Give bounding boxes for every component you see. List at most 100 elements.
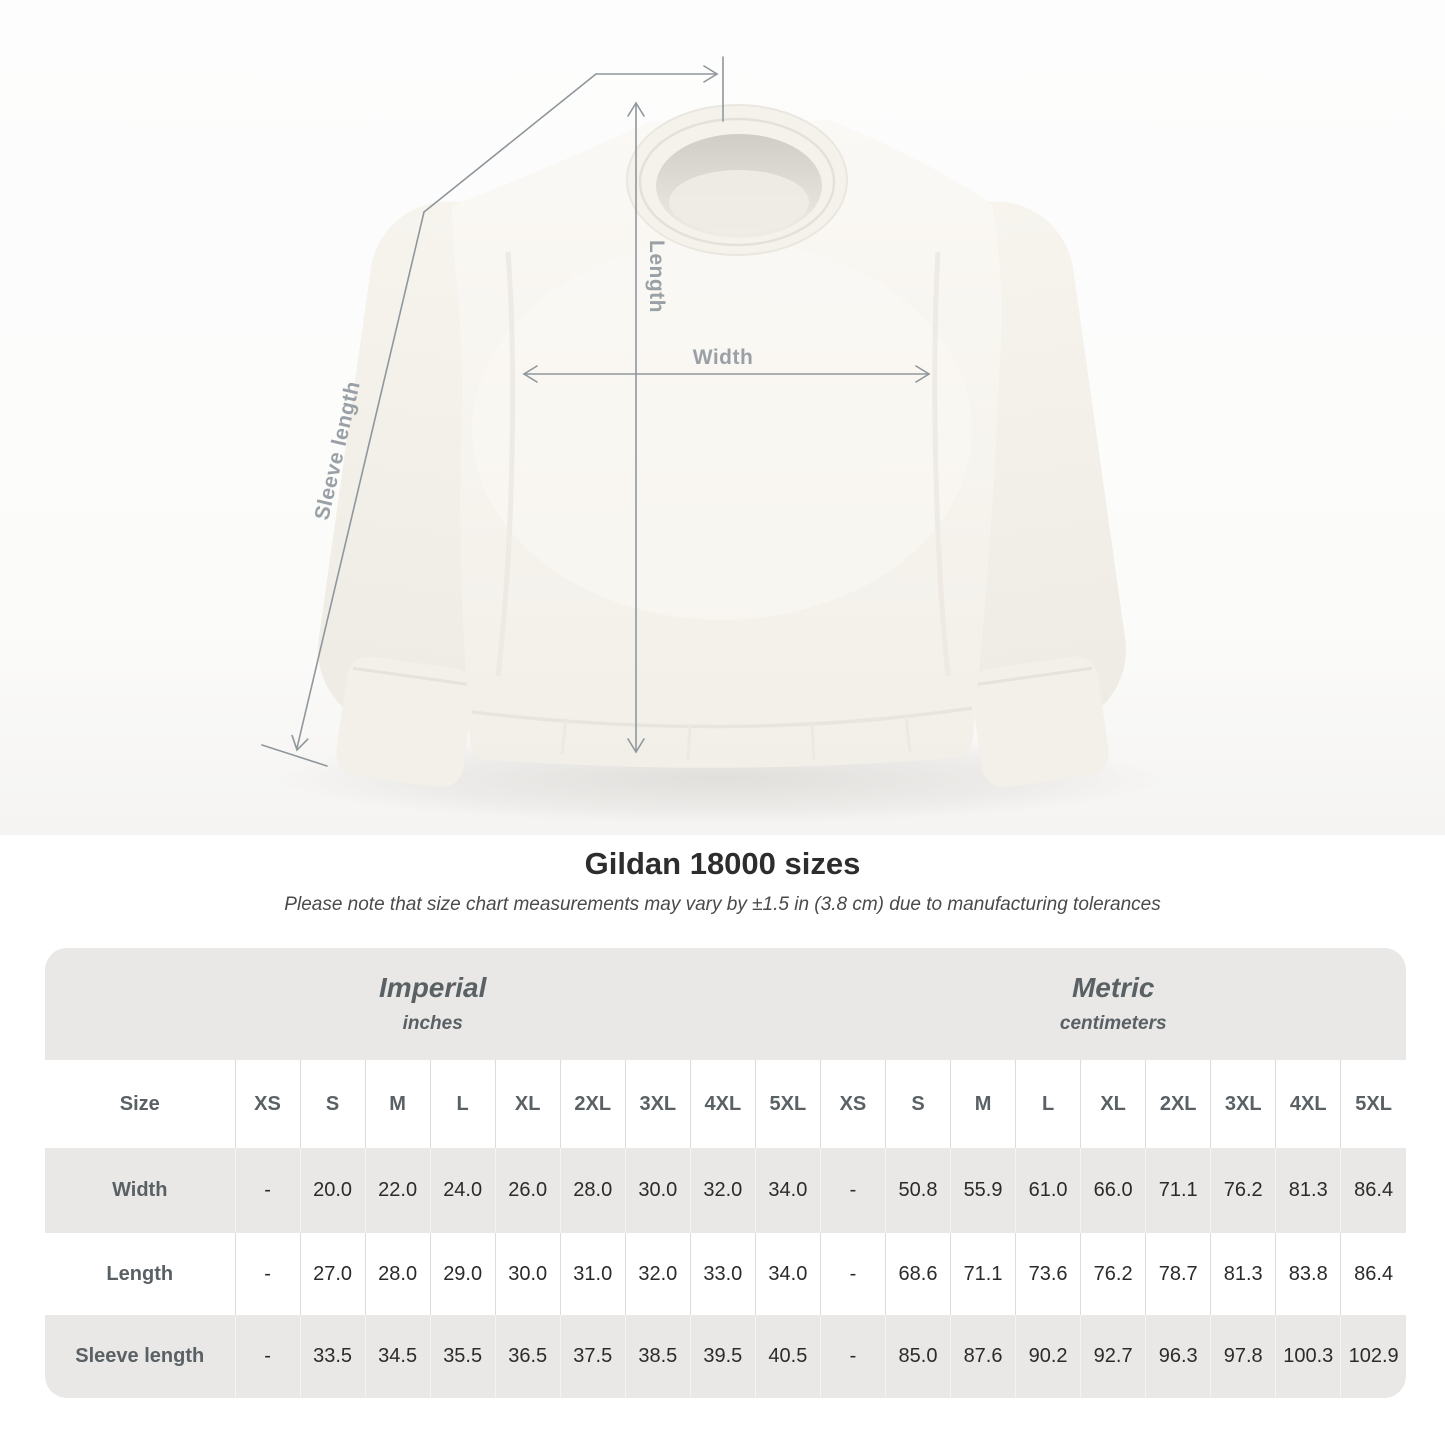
cell: - xyxy=(819,1233,886,1315)
cell: 97.8 xyxy=(1210,1315,1276,1398)
col-header: 3XL xyxy=(1210,1060,1276,1148)
length-label: Length xyxy=(645,240,668,313)
col-header: L xyxy=(429,1060,496,1148)
cell: 85.0 xyxy=(884,1315,951,1398)
cell: 35.5 xyxy=(429,1315,496,1398)
cell: 100.3 xyxy=(1275,1315,1341,1398)
cell: 30.0 xyxy=(624,1148,691,1233)
table-row-length: Length - 27.0 28.0 29.0 30.0 31.0 32.0 3… xyxy=(45,1233,1406,1315)
cell: 55.9 xyxy=(950,1148,1016,1233)
cell: 33.5 xyxy=(299,1315,366,1398)
cell: 30.0 xyxy=(494,1233,561,1315)
cell: 78.7 xyxy=(1145,1233,1211,1315)
width-label: Width xyxy=(693,346,754,369)
cell: - xyxy=(234,1315,301,1398)
torso xyxy=(452,120,1002,768)
cell: - xyxy=(819,1315,886,1398)
cell: 71.1 xyxy=(950,1233,1016,1315)
cell: 71.1 xyxy=(1145,1148,1211,1233)
cell: - xyxy=(819,1148,886,1233)
collar xyxy=(626,104,848,256)
cell: 90.2 xyxy=(1015,1315,1081,1398)
metric-unit: centimeters xyxy=(1059,1012,1167,1034)
cell: 83.8 xyxy=(1275,1233,1341,1315)
col-header: XL xyxy=(1080,1060,1146,1148)
sweatshirt-illustration: Length Width Sleeve length xyxy=(0,0,1445,835)
cuff-tick xyxy=(261,744,328,767)
col-header: 3XL xyxy=(624,1060,691,1148)
cell: 34.0 xyxy=(754,1148,821,1233)
sleeve-arrow-down xyxy=(291,734,309,752)
width-arrow-right xyxy=(915,365,931,383)
col-header: 5XL xyxy=(1340,1060,1406,1148)
cell: 76.2 xyxy=(1210,1148,1276,1233)
cell: 27.0 xyxy=(299,1233,366,1315)
col-header: M xyxy=(364,1060,431,1148)
width-arrow-left xyxy=(522,365,538,383)
table-row-sleeve-length: Sleeve length - 33.5 34.5 35.5 36.5 37.5… xyxy=(45,1315,1406,1398)
cell: 50.8 xyxy=(884,1148,951,1233)
col-header: 4XL xyxy=(1275,1060,1341,1148)
cell: 36.5 xyxy=(494,1315,561,1398)
col-header: M xyxy=(950,1060,1016,1148)
cell: 28.0 xyxy=(559,1148,626,1233)
size-corner-header: Size xyxy=(119,1092,160,1115)
cell: 87.6 xyxy=(950,1315,1016,1398)
size-header-row: Size XS S M L XL 2XL 3XL 4XL 5XL XS S M … xyxy=(45,1060,1406,1148)
cell: 34.5 xyxy=(364,1315,431,1398)
cell: 33.0 xyxy=(689,1233,756,1315)
cell: 96.3 xyxy=(1145,1315,1211,1398)
col-header: S xyxy=(884,1060,951,1148)
imperial-label: Imperial xyxy=(379,972,487,1004)
cell: 37.5 xyxy=(559,1315,626,1398)
cell: 38.5 xyxy=(624,1315,691,1398)
cell: 39.5 xyxy=(689,1315,756,1398)
row-label: Sleeve length xyxy=(75,1345,205,1367)
cell: - xyxy=(234,1148,301,1233)
tolerance-note: Please note that size chart measurements… xyxy=(284,894,1161,915)
metric-label: Metric xyxy=(1071,972,1155,1004)
size-table-container: Imperial inches Metric centimeters Size … xyxy=(45,948,1406,1398)
cell: 24.0 xyxy=(429,1148,496,1233)
col-header: 5XL xyxy=(754,1060,821,1148)
col-header: 2XL xyxy=(1145,1060,1211,1148)
cell: 40.5 xyxy=(754,1315,821,1398)
size-table: Imperial inches Metric centimeters Size … xyxy=(45,948,1406,1398)
length-arrow-up xyxy=(627,101,645,117)
cell: 102.9 xyxy=(1340,1315,1406,1398)
measurement-annotations xyxy=(261,56,931,767)
row-label: Width xyxy=(112,1179,168,1201)
cell: 32.0 xyxy=(624,1233,691,1315)
cell: 66.0 xyxy=(1080,1148,1146,1233)
row-label: Length xyxy=(106,1262,174,1285)
cell: 81.3 xyxy=(1275,1148,1341,1233)
cell: 31.0 xyxy=(559,1233,626,1315)
cell: 29.0 xyxy=(429,1233,496,1315)
col-header: 4XL xyxy=(689,1060,756,1148)
cell: 20.0 xyxy=(299,1148,366,1233)
col-header: L xyxy=(1015,1060,1081,1148)
cell: - xyxy=(234,1233,301,1315)
cell: 92.7 xyxy=(1080,1315,1146,1398)
cell: 34.0 xyxy=(754,1233,821,1315)
cell: 81.3 xyxy=(1210,1233,1276,1315)
unit-band-row: Imperial inches Metric centimeters xyxy=(45,948,1406,1060)
sleeve-arrow-right xyxy=(703,65,719,83)
cell: 28.0 xyxy=(364,1233,431,1315)
sleeve-diagonal-upper xyxy=(423,73,597,213)
length-arrow-down xyxy=(627,738,645,754)
cell: 73.6 xyxy=(1015,1233,1081,1315)
col-header: XL xyxy=(494,1060,561,1148)
table-row-width: Width - 20.0 22.0 24.0 26.0 28.0 30.0 32… xyxy=(45,1148,1406,1233)
cell: 26.0 xyxy=(494,1148,561,1233)
col-header: XS xyxy=(819,1060,886,1148)
cell: 61.0 xyxy=(1015,1148,1081,1233)
cell: 32.0 xyxy=(689,1148,756,1233)
cell: 86.4 xyxy=(1340,1233,1406,1315)
cell: 22.0 xyxy=(364,1148,431,1233)
cell: 76.2 xyxy=(1080,1233,1146,1315)
sleeve-diagonal-lower xyxy=(296,211,425,749)
col-header: XS xyxy=(234,1060,301,1148)
metric-section-header: Metric centimeters xyxy=(820,948,1406,1060)
